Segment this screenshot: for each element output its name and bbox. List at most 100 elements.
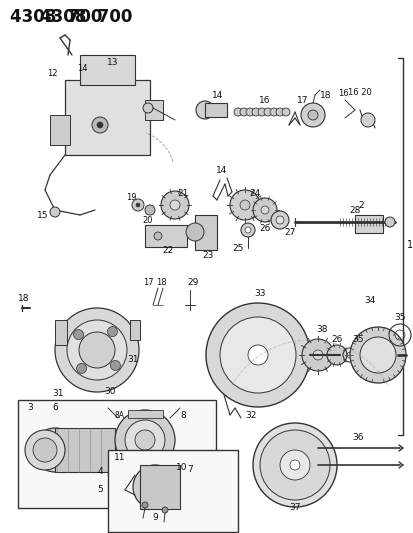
Text: 29: 29 (187, 278, 198, 287)
Circle shape (125, 420, 165, 460)
Circle shape (185, 223, 204, 241)
Text: 31: 31 (52, 389, 64, 398)
Text: 27: 27 (284, 228, 295, 237)
Circle shape (247, 345, 267, 365)
Circle shape (271, 211, 288, 229)
Circle shape (240, 223, 254, 237)
Circle shape (50, 207, 60, 217)
Text: 8A: 8A (115, 410, 125, 419)
Bar (195, 215, 216, 250)
Text: 14: 14 (76, 63, 87, 72)
Circle shape (233, 108, 242, 116)
Text: 36: 36 (351, 433, 363, 442)
Circle shape (326, 345, 346, 365)
Circle shape (269, 108, 277, 116)
Text: 16: 16 (337, 88, 347, 98)
Bar (50, 115, 70, 145)
Text: 26: 26 (330, 335, 342, 344)
Circle shape (74, 329, 83, 340)
Text: 34: 34 (363, 295, 375, 304)
Circle shape (76, 364, 86, 374)
Text: 23: 23 (202, 251, 213, 260)
Text: 30: 30 (104, 387, 116, 397)
Circle shape (132, 199, 144, 211)
Text: 2: 2 (357, 200, 363, 209)
Circle shape (259, 430, 329, 500)
Circle shape (263, 108, 271, 116)
Circle shape (219, 317, 295, 393)
Text: 17: 17 (297, 95, 308, 104)
Circle shape (279, 450, 309, 480)
Text: 38: 38 (316, 326, 327, 335)
Text: 26: 26 (259, 223, 270, 232)
Circle shape (307, 110, 317, 120)
Text: 35: 35 (351, 335, 363, 344)
Text: 18: 18 (155, 278, 166, 287)
Text: 6: 6 (52, 403, 58, 413)
Circle shape (136, 203, 140, 207)
Text: 33: 33 (254, 288, 265, 297)
Circle shape (25, 430, 65, 470)
Circle shape (360, 113, 374, 127)
Circle shape (161, 191, 189, 219)
Circle shape (33, 438, 57, 462)
Circle shape (79, 332, 115, 368)
Circle shape (252, 423, 336, 507)
Bar (145, 225, 187, 247)
Text: 32: 32 (244, 410, 256, 419)
Text: 14: 14 (216, 166, 227, 174)
Text: 14: 14 (212, 91, 223, 100)
Text: 15: 15 (37, 211, 49, 220)
Circle shape (349, 327, 405, 383)
Circle shape (161, 507, 168, 513)
Circle shape (41, 436, 69, 464)
Text: 4308  700: 4308 700 (10, 8, 102, 26)
Text: 18: 18 (319, 91, 331, 100)
Circle shape (154, 232, 161, 240)
Text: 4308  700: 4308 700 (40, 8, 132, 26)
Circle shape (252, 198, 276, 222)
Circle shape (240, 108, 247, 116)
Circle shape (275, 108, 283, 116)
Text: 1: 1 (406, 240, 412, 250)
Text: 16 20: 16 20 (347, 87, 371, 96)
Text: 8: 8 (180, 410, 185, 419)
Circle shape (97, 122, 103, 128)
Circle shape (33, 428, 77, 472)
Circle shape (244, 227, 250, 233)
Circle shape (141, 473, 169, 501)
Circle shape (115, 410, 175, 470)
Text: 25: 25 (232, 244, 243, 253)
Bar (55, 320, 67, 345)
Circle shape (260, 206, 268, 214)
Bar (65, 80, 150, 155)
Circle shape (67, 320, 127, 380)
Text: 18: 18 (18, 294, 29, 303)
Circle shape (275, 216, 283, 224)
Text: 12: 12 (47, 69, 57, 77)
Bar (145, 100, 163, 120)
Bar (140, 465, 180, 509)
Bar (130, 320, 140, 340)
Circle shape (245, 108, 254, 116)
Text: 31: 31 (127, 356, 138, 365)
Text: 16: 16 (259, 95, 270, 104)
Circle shape (170, 200, 180, 210)
Text: 10: 10 (176, 464, 188, 472)
Text: 20: 20 (142, 215, 153, 224)
Circle shape (359, 337, 395, 373)
Circle shape (145, 205, 154, 215)
Text: 3: 3 (27, 403, 33, 413)
Circle shape (384, 217, 394, 227)
Circle shape (107, 327, 117, 337)
Bar (18, 400, 216, 508)
Bar (128, 410, 163, 418)
Text: 13: 13 (107, 58, 119, 67)
Circle shape (230, 190, 259, 220)
Text: 24: 24 (249, 189, 260, 198)
Circle shape (55, 308, 139, 392)
Text: 35: 35 (393, 313, 405, 322)
Text: 19: 19 (126, 192, 136, 201)
Bar (108, 450, 237, 532)
Text: 28: 28 (349, 206, 360, 214)
